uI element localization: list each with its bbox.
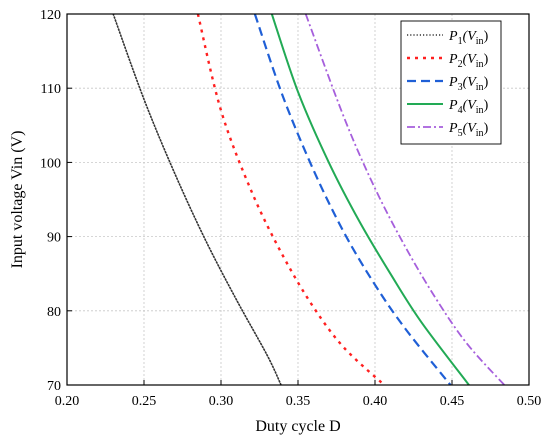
y-axis-label: Input voltage Vin (V) <box>9 131 26 269</box>
series-line-p5 <box>304 14 506 385</box>
legend-label-p2: P2(Vin) <box>448 52 489 70</box>
legend-label-p1: P1(Vin) <box>448 29 489 47</box>
series-line-p2 <box>196 14 386 385</box>
x-tick-label: 0.50 <box>517 394 542 409</box>
legend-label-p4: P4(Vin) <box>448 98 489 116</box>
x-tick-label: 0.35 <box>286 394 311 409</box>
x-axis-label: Duty cycle D <box>255 418 340 435</box>
x-tick-label: 0.40 <box>363 394 388 409</box>
x-tick-label: 0.45 <box>440 394 465 409</box>
series-line-p1 <box>112 14 282 385</box>
series-line-p3 <box>253 14 452 385</box>
series-line-p4 <box>270 14 470 385</box>
legend-label-p5: P5(Vin) <box>448 121 489 139</box>
series-lines <box>112 14 506 385</box>
x-tick-label: 0.30 <box>209 394 234 409</box>
y-tick-label: 70 <box>47 379 61 394</box>
y-tick-label: 80 <box>47 305 61 320</box>
legend-label-p3: P3(Vin) <box>448 75 489 93</box>
legend: P1(Vin) P2(Vin) P3(Vin) P4(Vin) P5(Vin) <box>400 20 502 145</box>
y-tick-label: 90 <box>47 231 61 246</box>
x-tick-label: 0.20 <box>55 394 80 409</box>
y-tick-label: 110 <box>41 82 61 97</box>
x-tick-label: 0.25 <box>132 394 157 409</box>
axis-ticks: 0.20 0.25 0.30 0.35 0.40 0.45 0.50 70 80 90 100 110… <box>40 8 541 409</box>
y-tick-label: 120 <box>40 8 61 23</box>
y-tick-label: 100 <box>40 156 61 171</box>
legend-box <box>400 20 502 145</box>
